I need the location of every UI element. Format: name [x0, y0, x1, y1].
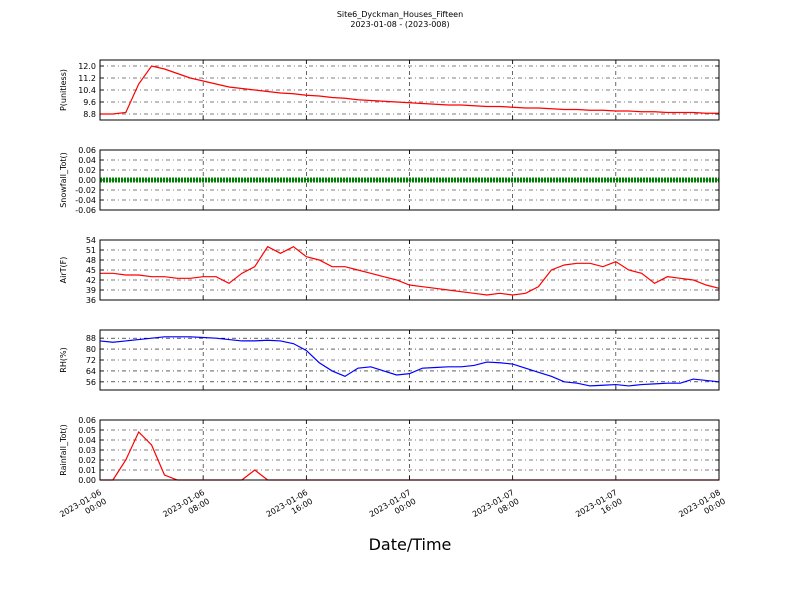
y-tick-label: 12.0 — [78, 62, 96, 71]
plot-frame — [99, 239, 720, 301]
chart-title: Site6_Dyckman_Houses_Fifteen — [337, 10, 463, 19]
y-axis-label: P(unitless) — [59, 69, 68, 111]
x-tick-label: 2023-01-0716:00 — [574, 488, 624, 528]
y-tick-label: 8.8 — [83, 110, 96, 119]
x-axis-label: Date/Time — [369, 535, 452, 554]
y-tick-label: 0.00 — [78, 176, 96, 185]
y-tick-label: 0.01 — [78, 466, 96, 475]
y-tick-label: 0.06 — [78, 416, 96, 425]
x-tick-label: 2023-01-0800:00 — [677, 488, 727, 528]
x-tick-label: 2023-01-0708:00 — [471, 488, 521, 528]
y-tick-label: 11.2 — [78, 74, 96, 83]
y-tick-label: 0.00 — [78, 476, 96, 485]
y-tick-label: -0.04 — [75, 196, 96, 205]
y-tick-label: 10.4 — [78, 86, 96, 95]
y-tick-label: 64 — [86, 367, 96, 376]
y-tick-label: 0.04 — [78, 156, 96, 165]
y-tick-label: 45 — [86, 266, 96, 275]
data-line — [99, 336, 720, 387]
y-tick-label: 0.03 — [78, 446, 96, 455]
x-tick-label: 2023-01-0600:00 — [58, 488, 108, 528]
y-tick-label: 48 — [86, 256, 96, 265]
data-line — [100, 245, 720, 296]
x-tick-label: 2023-01-0616:00 — [265, 488, 315, 528]
y-tick-label: 0.05 — [78, 426, 96, 435]
plot-frame — [99, 329, 720, 391]
x-tick-label: 2023-01-0700:00 — [368, 488, 418, 528]
chart-subtitle: 2023-01-08 - (2023-008) — [350, 20, 449, 29]
plot-frame — [99, 149, 720, 211]
y-tick-label: -0.02 — [75, 186, 96, 195]
y-tick-label: 39 — [86, 286, 96, 295]
data-line — [100, 65, 719, 115]
y-tick-label: 88 — [86, 334, 96, 343]
y-tick-label: 56 — [86, 378, 96, 387]
x-tick-label: 2023-01-0608:00 — [161, 488, 211, 528]
y-axis-label: Snowfall_Tot() — [59, 152, 68, 208]
y-tick-label: 54 — [86, 236, 96, 245]
plot-frame — [99, 59, 720, 121]
y-tick-label: 72 — [86, 356, 96, 365]
y-tick-label: 0.06 — [78, 146, 96, 155]
y-tick-label: 42 — [86, 276, 96, 285]
plot-frame — [99, 419, 720, 481]
y-tick-label: 0.02 — [78, 456, 96, 465]
y-tick-label: 80 — [86, 345, 96, 354]
y-tick-label: 0.04 — [78, 436, 96, 445]
y-tick-label: 51 — [86, 246, 96, 255]
y-axis-label: Rainfall_Tot() — [59, 424, 68, 476]
y-tick-label: 0.02 — [78, 166, 96, 175]
y-tick-label: 36 — [86, 296, 96, 305]
y-tick-label: -0.06 — [75, 206, 96, 215]
y-axis-label: AirT(F) — [59, 257, 68, 284]
y-axis-label: RH(%) — [59, 347, 68, 372]
y-tick-label: 9.6 — [83, 98, 96, 107]
